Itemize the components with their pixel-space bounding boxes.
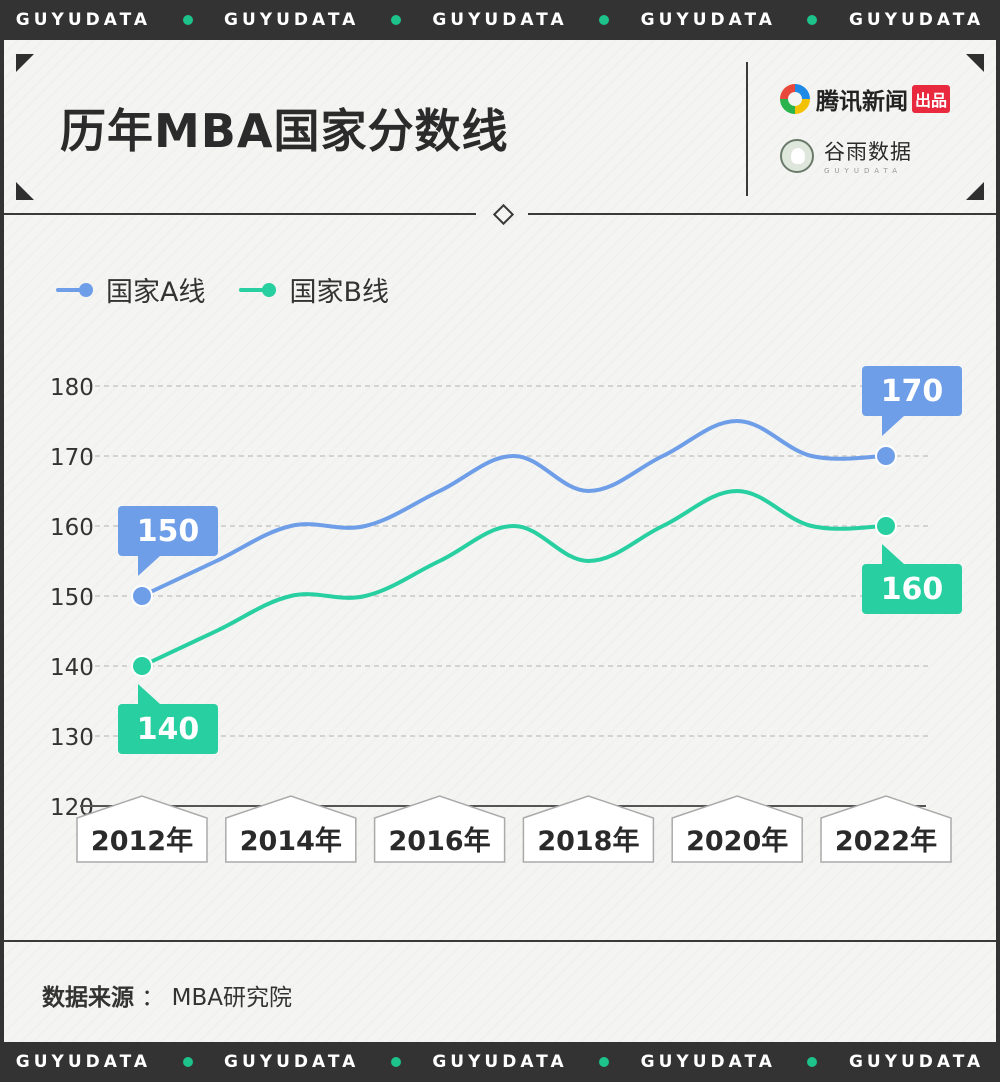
x-tick-label: 2012年 bbox=[91, 825, 193, 857]
footer-divider bbox=[4, 940, 996, 942]
callout-box bbox=[118, 506, 218, 556]
callout-label: 140 bbox=[137, 712, 200, 747]
callout-label: 170 bbox=[881, 374, 944, 409]
corner-mark bbox=[16, 182, 34, 200]
x-category-tag bbox=[76, 795, 208, 863]
chart-legend: 国家A线 国家B线 bbox=[56, 270, 423, 309]
corner-marks bbox=[16, 54, 984, 200]
callout-box bbox=[118, 704, 218, 754]
banner-text: GUYUDATA bbox=[15, 10, 152, 30]
corner-mark bbox=[966, 54, 984, 72]
banner-text: GUYUDATA bbox=[848, 10, 985, 30]
banner-text: GUYUDATA bbox=[224, 1052, 360, 1072]
y-tick-label: 180 bbox=[50, 375, 94, 401]
banner-dot bbox=[599, 1057, 610, 1067]
callout-pointer bbox=[882, 416, 904, 436]
guyu-data-name: 谷雨数据 bbox=[824, 140, 912, 164]
banner-dot bbox=[599, 15, 610, 25]
source-value: MBA研究院 bbox=[171, 985, 292, 1011]
banner-text: GUYUDATA bbox=[15, 1052, 152, 1072]
legend-swatch-b bbox=[239, 282, 277, 297]
tencent-news-icon bbox=[780, 84, 810, 114]
x-tick-label: 2020年 bbox=[686, 825, 788, 857]
banner-text: GUYUDATA bbox=[640, 10, 776, 30]
legend-label-a: 国家A线 bbox=[106, 277, 206, 308]
x-tick-label: 2022年 bbox=[835, 825, 937, 857]
banner-dot bbox=[390, 15, 401, 25]
banner-dot bbox=[807, 15, 818, 25]
banner-text: GUYUDATA bbox=[848, 1052, 985, 1072]
banner-dot bbox=[390, 1057, 401, 1067]
x-category-tag bbox=[522, 795, 655, 863]
callout-pointer bbox=[138, 684, 160, 704]
banner-dot bbox=[182, 15, 193, 25]
y-tick-label: 170 bbox=[50, 445, 94, 471]
section-divider-left bbox=[4, 213, 476, 215]
y-tick-label: 140 bbox=[50, 655, 94, 681]
source-key: 数据来源 bbox=[42, 985, 134, 1011]
callout-pointer bbox=[882, 544, 904, 564]
x-tick-label: 2018年 bbox=[537, 825, 639, 857]
data-source: 数据来源 ： MBA研究院 bbox=[42, 978, 292, 1012]
corner-mark bbox=[966, 182, 984, 200]
callout-pointer bbox=[138, 556, 160, 576]
data-point bbox=[877, 447, 895, 465]
y-tick-label: 150 bbox=[50, 585, 94, 611]
callout-box bbox=[862, 564, 962, 614]
banner-dot bbox=[182, 1057, 193, 1067]
bottom-banner: GUYUDATA GUYUDATA GUYUDATA GUYUDATA GUYU… bbox=[0, 1042, 1000, 1082]
x-tick-label: 2016年 bbox=[389, 825, 491, 857]
banner-text: GUYUDATA bbox=[640, 1052, 776, 1072]
page-title: 历年MBA国家分数线 bbox=[60, 104, 509, 158]
y-tick-label: 160 bbox=[50, 515, 94, 541]
corner-mark bbox=[16, 54, 34, 72]
content-card: 历年MBA国家分数线 腾讯新闻 出品 谷雨数据 GUYUDATA 国家A线 国 bbox=[4, 40, 996, 1042]
callout-label: 160 bbox=[881, 572, 944, 607]
header-divider bbox=[746, 62, 748, 196]
x-category-tag bbox=[373, 795, 506, 863]
series-line-a bbox=[140, 418, 888, 598]
tencent-news-badge: 出品 bbox=[912, 85, 951, 113]
x-category-tag bbox=[225, 795, 357, 863]
x-category-tag bbox=[820, 795, 952, 863]
banner-dot bbox=[807, 1057, 818, 1067]
data-point bbox=[133, 587, 151, 605]
section-divider-right bbox=[528, 213, 996, 215]
legend-swatch-a bbox=[56, 282, 93, 297]
callout-label: 150 bbox=[137, 514, 200, 549]
tencent-news-logo: 腾讯新闻 出品 bbox=[780, 82, 951, 116]
x-tick-label: 2014年 bbox=[240, 825, 342, 857]
y-tick-label: 130 bbox=[50, 725, 94, 751]
legend-label-b: 国家B线 bbox=[289, 277, 390, 308]
series-line-b bbox=[140, 488, 888, 668]
data-point bbox=[877, 517, 895, 535]
legend-item-b: 国家B线 bbox=[239, 270, 389, 309]
tencent-news-name: 腾讯新闻 bbox=[816, 89, 908, 115]
guyu-data-logo: 谷雨数据 GUYUDATA bbox=[780, 136, 912, 175]
legend-item-a: 国家A线 bbox=[56, 270, 205, 309]
banner-text: GUYUDATA bbox=[224, 10, 360, 30]
banner-text: GUYUDATA bbox=[432, 10, 568, 30]
bird-icon bbox=[780, 138, 814, 173]
guyu-data-sub: GUYUDATA bbox=[824, 167, 902, 175]
x-category-tag bbox=[671, 795, 803, 863]
banner-text: GUYUDATA bbox=[432, 1052, 568, 1072]
top-banner: GUYUDATA GUYUDATA GUYUDATA GUYUDATA GUYU… bbox=[0, 0, 1000, 40]
data-point bbox=[133, 657, 151, 675]
source-separator: ： bbox=[141, 985, 165, 1011]
callout-box bbox=[862, 366, 962, 416]
